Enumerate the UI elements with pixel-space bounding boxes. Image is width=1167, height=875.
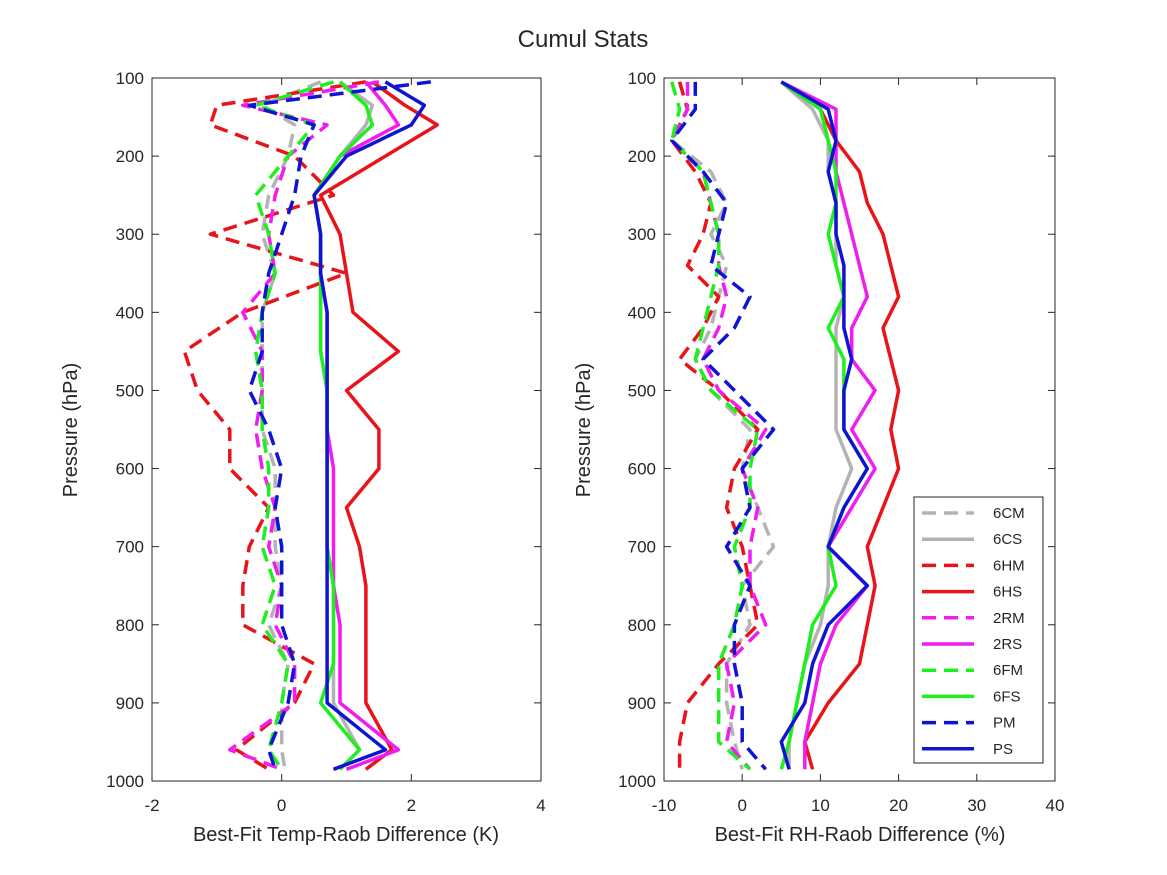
legend-label-pm: PM <box>993 715 1016 732</box>
temp-series-6hs <box>318 80 440 771</box>
rh-x-tick-label: 20 <box>889 796 908 815</box>
legend-box <box>913 496 1044 764</box>
temp-series-6cm <box>260 80 322 770</box>
temp-series-2rm <box>228 80 380 771</box>
temp-y-tick-label: 900 <box>116 694 144 713</box>
temp-y-tick-label: 200 <box>116 147 144 166</box>
temp-x-tick-label: 0 <box>277 796 286 815</box>
rh-y-tick-label: 500 <box>628 381 656 400</box>
rh-y-tick-label: 1000 <box>618 772 656 791</box>
rh-y-tick-label: 100 <box>628 69 656 88</box>
rh-y-tick-label: 700 <box>628 538 656 557</box>
legend-label-6hs: 6HS <box>993 584 1022 601</box>
rh-y-tick-label: 800 <box>628 616 656 635</box>
rh-x-axis-label: Best-Fit RH-Raob Difference (%) <box>715 824 1006 846</box>
legend-label-2rs: 2RS <box>993 636 1022 653</box>
temp-axes-box <box>151 77 542 782</box>
chart-title: Cumul Stats <box>518 26 649 53</box>
rh-axes-box <box>663 77 1056 782</box>
legend-label-2rm: 2RM <box>993 610 1025 627</box>
rh-x-tick-label: 30 <box>967 796 986 815</box>
legend-label-6cs: 6CS <box>993 531 1022 548</box>
rh-x-tick-label: 10 <box>811 796 830 815</box>
temp-series-lines <box>182 80 440 771</box>
temp-x-tick-label: 4 <box>536 796 545 815</box>
temp-series-6fm <box>253 80 335 771</box>
temp-series-ps <box>312 80 427 771</box>
rh-x-tick-label: 40 <box>1046 796 1065 815</box>
rh-y-tick-label: 200 <box>628 147 656 166</box>
legend-label-6fm: 6FM <box>993 662 1023 679</box>
temp-y-tick-label: 300 <box>116 225 144 244</box>
temp-y-tick-label: 400 <box>116 303 144 322</box>
temp-x-tick-label: 2 <box>407 796 416 815</box>
legend-label-6fs: 6FS <box>993 688 1021 705</box>
rh-series-6hm <box>670 81 760 770</box>
temp-x-axis-label: Best-Fit Temp-Raob Difference (K) <box>193 824 499 846</box>
rh-y-tick-label: 400 <box>628 303 656 322</box>
legend: 6CM 6CS 6HM 6HS 2RM 2RS 6FM 6FS PM PS <box>913 496 1044 764</box>
temp-y-tick-label: 100 <box>116 69 144 88</box>
temp-series-pm <box>247 80 432 770</box>
rh-series-pm <box>670 81 776 771</box>
temp-y-tick-label: 800 <box>116 616 144 635</box>
rh-series-6fm <box>670 81 760 771</box>
rh-y-tick-label: 900 <box>628 694 656 713</box>
temp-y-tick-label: 1000 <box>106 772 144 791</box>
temp-ticks: -2 0 2 4 100 200 300 400 500 600 700 800 900 1000 <box>106 69 546 815</box>
legend-label-ps: PS <box>993 741 1013 758</box>
rh-ticks: -10 0 10 20 30 40 100 200 300 400 500 600 700 800 900 1… <box>618 69 1064 815</box>
rh-series-6hs <box>780 80 901 770</box>
rh-y-tick-label: 600 <box>628 460 656 479</box>
rh-series-2rs <box>780 80 877 770</box>
temp-x-tick-label: -2 <box>144 796 159 815</box>
temp-y-tick-label: 700 <box>116 538 144 557</box>
temp-y-tick-label: 500 <box>116 381 144 400</box>
temp-y-tick-label: 600 <box>116 460 144 479</box>
rh-series-6cm <box>670 81 776 770</box>
rh-series-ps <box>779 80 870 770</box>
rh-x-tick-label: -10 <box>652 796 677 815</box>
temp-y-axis-label: Pressure (hPa) <box>60 363 82 498</box>
rh-panel: -10 0 10 20 30 40 100 200 300 400 500 600 700 800 900 1… <box>573 69 1064 846</box>
temp-panel: -2 0 2 4 100 200 300 400 500 600 700 800 900 1000 Bes… <box>60 69 546 846</box>
rh-y-axis-label: Pressure (hPa) <box>573 363 595 498</box>
rh-y-tick-label: 300 <box>628 225 656 244</box>
rh-x-tick-label: 0 <box>737 796 746 815</box>
legend-label-6hm: 6HM <box>993 557 1025 574</box>
rh-series-lines <box>670 80 901 771</box>
legend-label-6cm: 6CM <box>993 505 1025 522</box>
